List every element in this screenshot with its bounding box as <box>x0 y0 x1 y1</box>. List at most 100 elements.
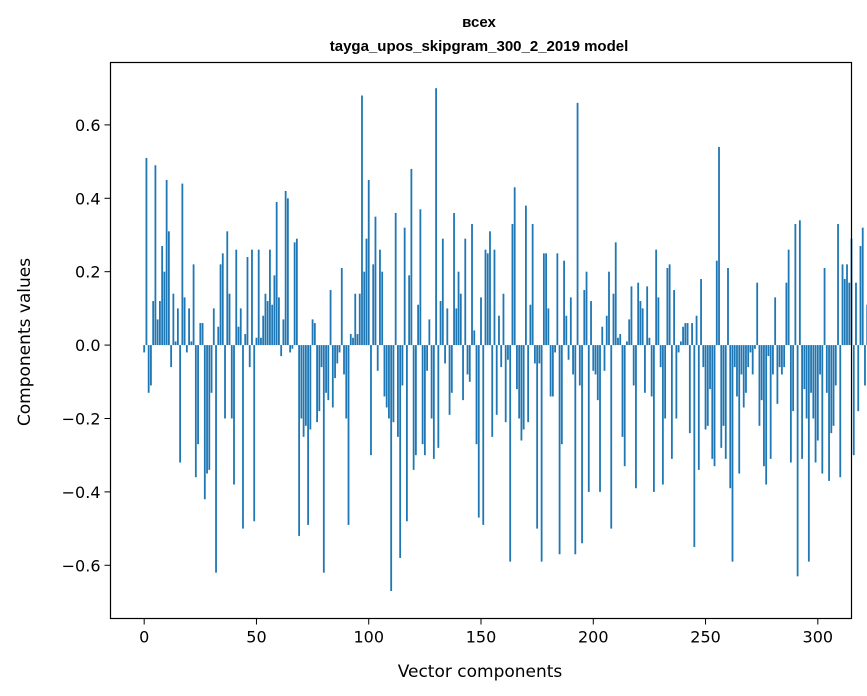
bar <box>812 345 815 419</box>
bar <box>502 293 505 346</box>
bar <box>423 345 426 456</box>
bar <box>610 345 613 529</box>
bar <box>273 275 276 346</box>
bar <box>700 279 702 346</box>
bar <box>664 345 667 419</box>
bar <box>477 345 480 518</box>
chart-title-line1: всех <box>462 14 496 31</box>
bar <box>491 345 494 437</box>
bar <box>188 308 190 346</box>
bar <box>428 319 431 346</box>
bar <box>605 315 608 346</box>
bar <box>619 334 622 346</box>
bar <box>614 242 617 346</box>
bar <box>504 345 507 423</box>
bar <box>805 345 808 419</box>
bar <box>354 293 357 346</box>
bar <box>816 345 819 441</box>
bar <box>650 345 653 397</box>
bar <box>190 341 193 346</box>
bar <box>646 286 649 346</box>
bar <box>203 345 206 500</box>
bar <box>639 301 642 346</box>
y-tick-label: 0.6 <box>75 116 100 135</box>
bar <box>444 345 446 364</box>
bar <box>837 223 839 346</box>
bar <box>632 345 635 386</box>
bar <box>789 345 792 463</box>
bar <box>736 345 738 397</box>
bar <box>767 345 770 357</box>
bar <box>637 282 640 346</box>
bar <box>644 345 646 393</box>
bar <box>578 345 581 386</box>
bar <box>152 301 155 346</box>
bar <box>172 293 175 346</box>
bar <box>421 345 424 445</box>
bar <box>381 271 384 346</box>
bar <box>185 345 188 353</box>
bar <box>713 345 716 467</box>
bar <box>857 345 860 412</box>
bar <box>343 345 345 375</box>
bar <box>509 345 512 562</box>
bar <box>327 345 330 401</box>
bar <box>183 297 186 346</box>
bar <box>489 231 491 346</box>
x-tick-label: 200 <box>578 628 609 647</box>
bar <box>843 279 846 346</box>
bar <box>859 246 862 346</box>
bar <box>468 345 471 382</box>
bar <box>349 334 352 346</box>
bar <box>498 315 500 346</box>
bar <box>459 293 462 346</box>
bar <box>513 187 516 346</box>
bar <box>401 345 404 386</box>
bar <box>194 345 197 478</box>
bar <box>197 345 199 445</box>
bar <box>374 216 377 346</box>
bar <box>763 345 765 467</box>
bar <box>511 223 514 346</box>
bar <box>569 297 572 346</box>
bar <box>810 345 812 393</box>
bar <box>819 345 821 375</box>
bar <box>257 249 260 346</box>
bar <box>529 304 532 346</box>
bar <box>754 345 756 349</box>
bar <box>365 238 368 346</box>
bar <box>165 179 168 346</box>
bar <box>282 319 285 346</box>
bar <box>356 334 359 346</box>
bar <box>239 308 242 346</box>
bar <box>219 264 222 346</box>
bar <box>657 297 660 346</box>
bar <box>536 345 539 529</box>
bar <box>655 249 658 346</box>
x-axis-label: Vector components <box>398 662 563 682</box>
y-tick-label: −0.6 <box>62 556 101 575</box>
bar <box>641 308 644 346</box>
bar <box>659 345 662 368</box>
bar <box>414 345 417 456</box>
bar <box>298 345 301 536</box>
bar <box>345 345 348 419</box>
bar <box>212 308 215 346</box>
bar <box>585 271 588 346</box>
bar <box>275 201 278 346</box>
bar <box>518 345 521 419</box>
bar <box>796 345 799 577</box>
bar <box>455 308 458 346</box>
bar <box>450 345 453 393</box>
bar <box>787 249 790 346</box>
bar <box>590 301 592 346</box>
bar <box>181 183 184 346</box>
y-tick-label: −0.4 <box>62 483 101 502</box>
bar <box>269 249 271 346</box>
bar <box>727 268 729 346</box>
bar <box>803 345 806 390</box>
bar <box>742 345 745 408</box>
bar <box>331 345 334 408</box>
bar <box>563 260 565 346</box>
